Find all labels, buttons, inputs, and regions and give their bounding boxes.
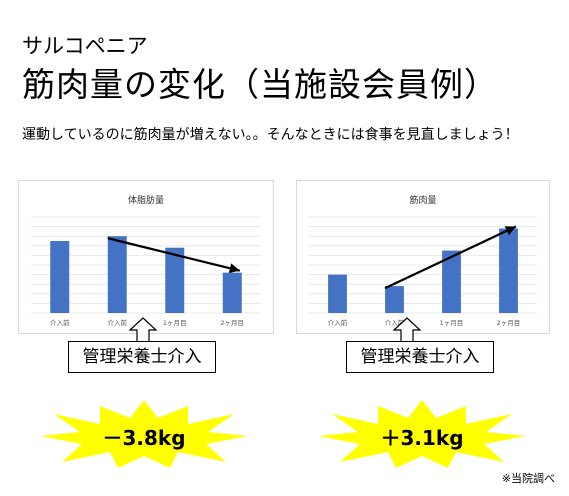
x-tick-label: 介入前	[108, 318, 128, 327]
chart-title: 筋肉量	[409, 194, 436, 206]
chart-title: 体脂肪量	[128, 194, 164, 206]
bar-2	[165, 247, 185, 313]
x-tick-label: 1ヶ月目	[163, 319, 187, 327]
lead-text: 運動しているのに筋肉量が増えない。。そんなときには食事を見直しましょう！	[22, 127, 519, 143]
source-note: ※当院調べ	[501, 472, 555, 485]
starburst-shape	[318, 400, 526, 468]
bar-0	[50, 241, 70, 313]
page-title: 筋肉量の変化（当施設会員例）	[22, 65, 498, 104]
x-tick-label: 介入前	[328, 318, 348, 327]
body-fat-result-label: －3.8kg	[102, 426, 186, 450]
intervention-pointer-left	[128, 317, 158, 344]
muscle-mass-chart: 筋肉量介入前 介入前 1ヶ月目 2ヶ月目	[296, 180, 550, 334]
trend-arrow-line	[384, 225, 517, 290]
bar-3	[499, 228, 518, 313]
x-tick-label: 1ヶ月目	[440, 319, 464, 327]
starburst-shape	[40, 400, 248, 468]
x-tick-label: 介入前	[50, 318, 70, 327]
intervention-callout-left: 管理栄養士介入	[68, 341, 216, 373]
result-burst-left: －3.8kg	[38, 398, 250, 470]
bar-3	[222, 272, 242, 313]
bar-2	[442, 250, 461, 313]
intervention-pointer-right	[392, 317, 422, 344]
x-tick-label: 2ヶ月目	[497, 319, 521, 327]
trend-arrow-head	[228, 263, 240, 274]
bar-0	[328, 274, 347, 313]
brand-label: サルコペニア	[22, 34, 148, 58]
bar-1	[107, 236, 127, 313]
x-tick-label: 介入前	[385, 318, 405, 327]
bar-1	[385, 286, 404, 313]
x-tick-label: 2ヶ月目	[220, 319, 244, 327]
trend-arrow-line	[107, 237, 241, 272]
intervention-callout-right: 管理栄養士介入	[346, 341, 494, 373]
result-burst-right: ＋3.1kg	[316, 398, 528, 470]
trend-arrow-head	[504, 226, 516, 236]
body-fat-chart: 体脂肪量介入前 介入前 1ヶ月目 2ヶ月目	[18, 180, 274, 334]
muscle-result-label: ＋3.1kg	[380, 426, 464, 450]
